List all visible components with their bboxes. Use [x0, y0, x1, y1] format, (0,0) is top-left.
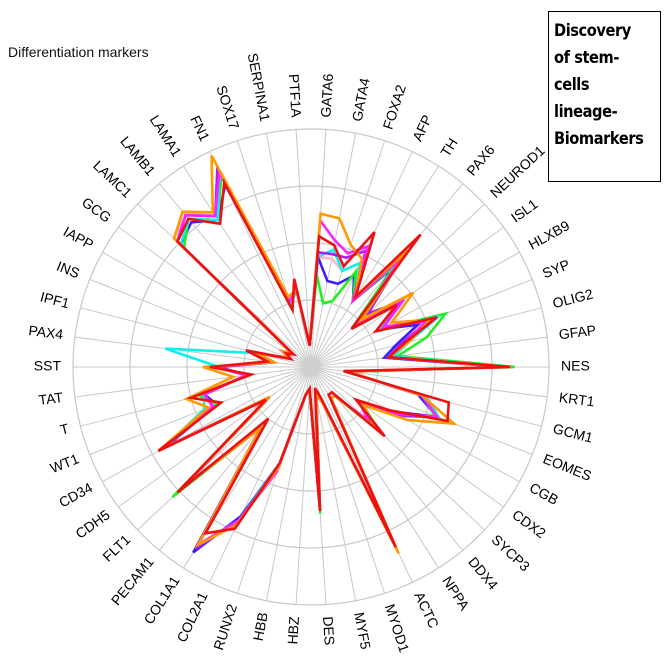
axis-label: HLXB9 [526, 217, 573, 252]
axis-label: MYF5 [351, 611, 374, 651]
axis-label: EOMES [541, 450, 594, 483]
grid-spoke [312, 251, 520, 367]
axis-label: RUNX2 [210, 602, 240, 652]
axis-label: DES [320, 616, 338, 646]
grid-spoke [89, 278, 310, 367]
radar-series-group [157, 155, 515, 555]
grid-spoke [236, 140, 311, 366]
axis-label: IAPP [61, 223, 97, 252]
axis-label: LAMC1 [90, 157, 135, 201]
axis-label: CGB [527, 479, 561, 508]
axis-label: PAX6 [463, 142, 498, 179]
axis-label: CDX2 [509, 506, 549, 541]
grid-spoke [265, 133, 312, 366]
title-line: of stem- [554, 48, 619, 68]
axis-label: SERPINA1 [245, 52, 274, 123]
axis-label: GATA6 [317, 73, 336, 118]
grid-spoke [310, 368, 357, 601]
axis-label: MYOD1 [382, 602, 413, 654]
radar-grid [72, 128, 550, 606]
axis-label: KRT1 [558, 389, 595, 409]
series-green-polygon [161, 171, 515, 549]
axis-label: TAT [38, 389, 65, 408]
axis-label: DDX4 [465, 554, 501, 593]
axis-label: GFAP [558, 322, 597, 343]
axis-label: SST [34, 358, 62, 374]
axis-label: T [58, 420, 71, 438]
axis-label: INS [54, 258, 82, 281]
grid-spoke [312, 367, 533, 456]
axis-label: PTF1A [286, 73, 305, 118]
axis-label: LAMA1 [147, 112, 185, 160]
grid-spoke [118, 226, 310, 367]
title-line: lineage- [554, 102, 618, 122]
axis-label: FN1 [187, 113, 213, 144]
axis-label: ACTC [411, 589, 442, 630]
axis-label: CDH5 [72, 506, 112, 541]
grid-spoke [311, 165, 439, 366]
axis-label: COL1A1 [140, 573, 182, 627]
grid-spoke [183, 165, 311, 366]
axis-label: NPPA [439, 573, 473, 613]
axis-label: WT1 [48, 450, 82, 476]
series-red-polygon [157, 178, 511, 548]
grid-spoke [312, 367, 504, 508]
axis-label: IPF1 [39, 288, 72, 311]
axis-label: FOXA2 [379, 82, 408, 131]
grid-spoke [236, 368, 311, 594]
axis-label: GCG [79, 194, 114, 226]
grid-spoke [158, 368, 311, 551]
axis-label: GCM1 [551, 420, 594, 446]
axis-label: PECAM1 [108, 554, 157, 609]
grid-spoke [295, 129, 312, 366]
axis-label: HBB [250, 611, 271, 642]
grid-spoke [312, 336, 548, 368]
grid-spoke [89, 367, 310, 456]
title-box: Discovery of stem- cells lineage- Biomar… [548, 11, 661, 182]
axis-label: SYCP3 [489, 531, 534, 574]
grid-spoke [118, 367, 310, 508]
grid-spoke [158, 183, 311, 366]
axis-label: HBZ [284, 615, 302, 644]
title-line: Biomarkers [554, 129, 644, 149]
axis-label: PAX4 [28, 322, 65, 342]
axis-label: ISL1 [508, 196, 541, 226]
title-line: Discovery [554, 21, 631, 41]
axis-label: NES [561, 358, 590, 374]
grid-spoke [265, 368, 312, 601]
grid-spoke [312, 203, 485, 366]
axis-label: OLIG2 [551, 285, 595, 311]
axis-label: SOX17 [213, 83, 242, 131]
title-line: cells [554, 75, 590, 95]
grid-spoke [209, 368, 311, 583]
axis-label: TH [437, 135, 461, 159]
axis-label: LAMB1 [117, 133, 159, 179]
axis-label: FLT1 [99, 531, 133, 564]
grid-spoke [312, 367, 520, 483]
center-hub [302, 358, 320, 376]
chart-subtitle: Differentiation markers [8, 44, 149, 60]
axis-label: SYP [540, 256, 572, 281]
axis-label: COL2A1 [173, 589, 210, 645]
axis-label: CD34 [56, 479, 95, 510]
grid-spoke [295, 368, 312, 605]
grid-spoke [74, 366, 310, 398]
grid-spoke [312, 368, 485, 531]
grid-spoke [102, 251, 310, 367]
series-pink-polygon [161, 163, 504, 549]
grid-spoke [102, 367, 310, 483]
axis-label: GATA4 [349, 76, 373, 122]
grid-spoke [137, 368, 310, 531]
axis-label: AFP [409, 112, 435, 143]
